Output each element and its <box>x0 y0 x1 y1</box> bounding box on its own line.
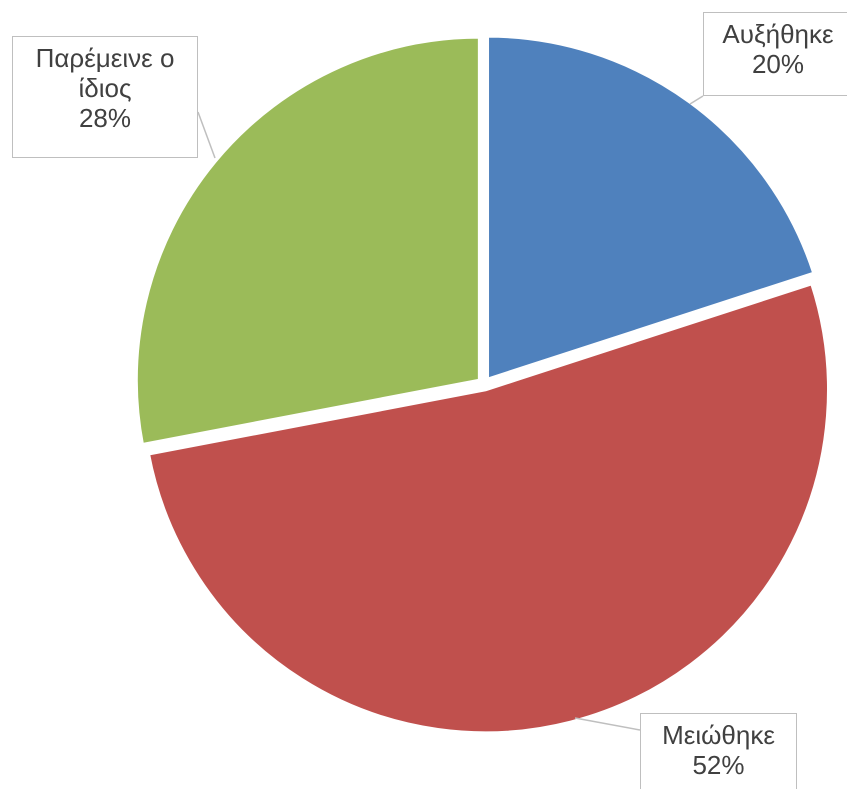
label-name: Μειώθηκε <box>662 720 775 750</box>
leader-line <box>574 717 641 731</box>
label-value: 20% <box>751 49 805 79</box>
pie-slice <box>486 34 816 382</box>
pie-slice <box>134 35 481 447</box>
leader-line <box>197 111 216 159</box>
leader-line <box>689 95 704 105</box>
data-label: Μειώθηκε 52% <box>640 713 797 789</box>
label-name: Παρέμεινε ο ίδιος <box>35 43 175 103</box>
label-value: 52% <box>692 750 745 780</box>
data-label: Παρέμεινε ο ίδιος 28% <box>12 36 198 158</box>
label-name: Αυξήθηκε <box>722 19 834 49</box>
data-label: Αυξήθηκε 20% <box>703 12 847 96</box>
pie-slice <box>146 281 830 735</box>
label-value: 28% <box>78 103 132 133</box>
slices <box>134 34 830 735</box>
